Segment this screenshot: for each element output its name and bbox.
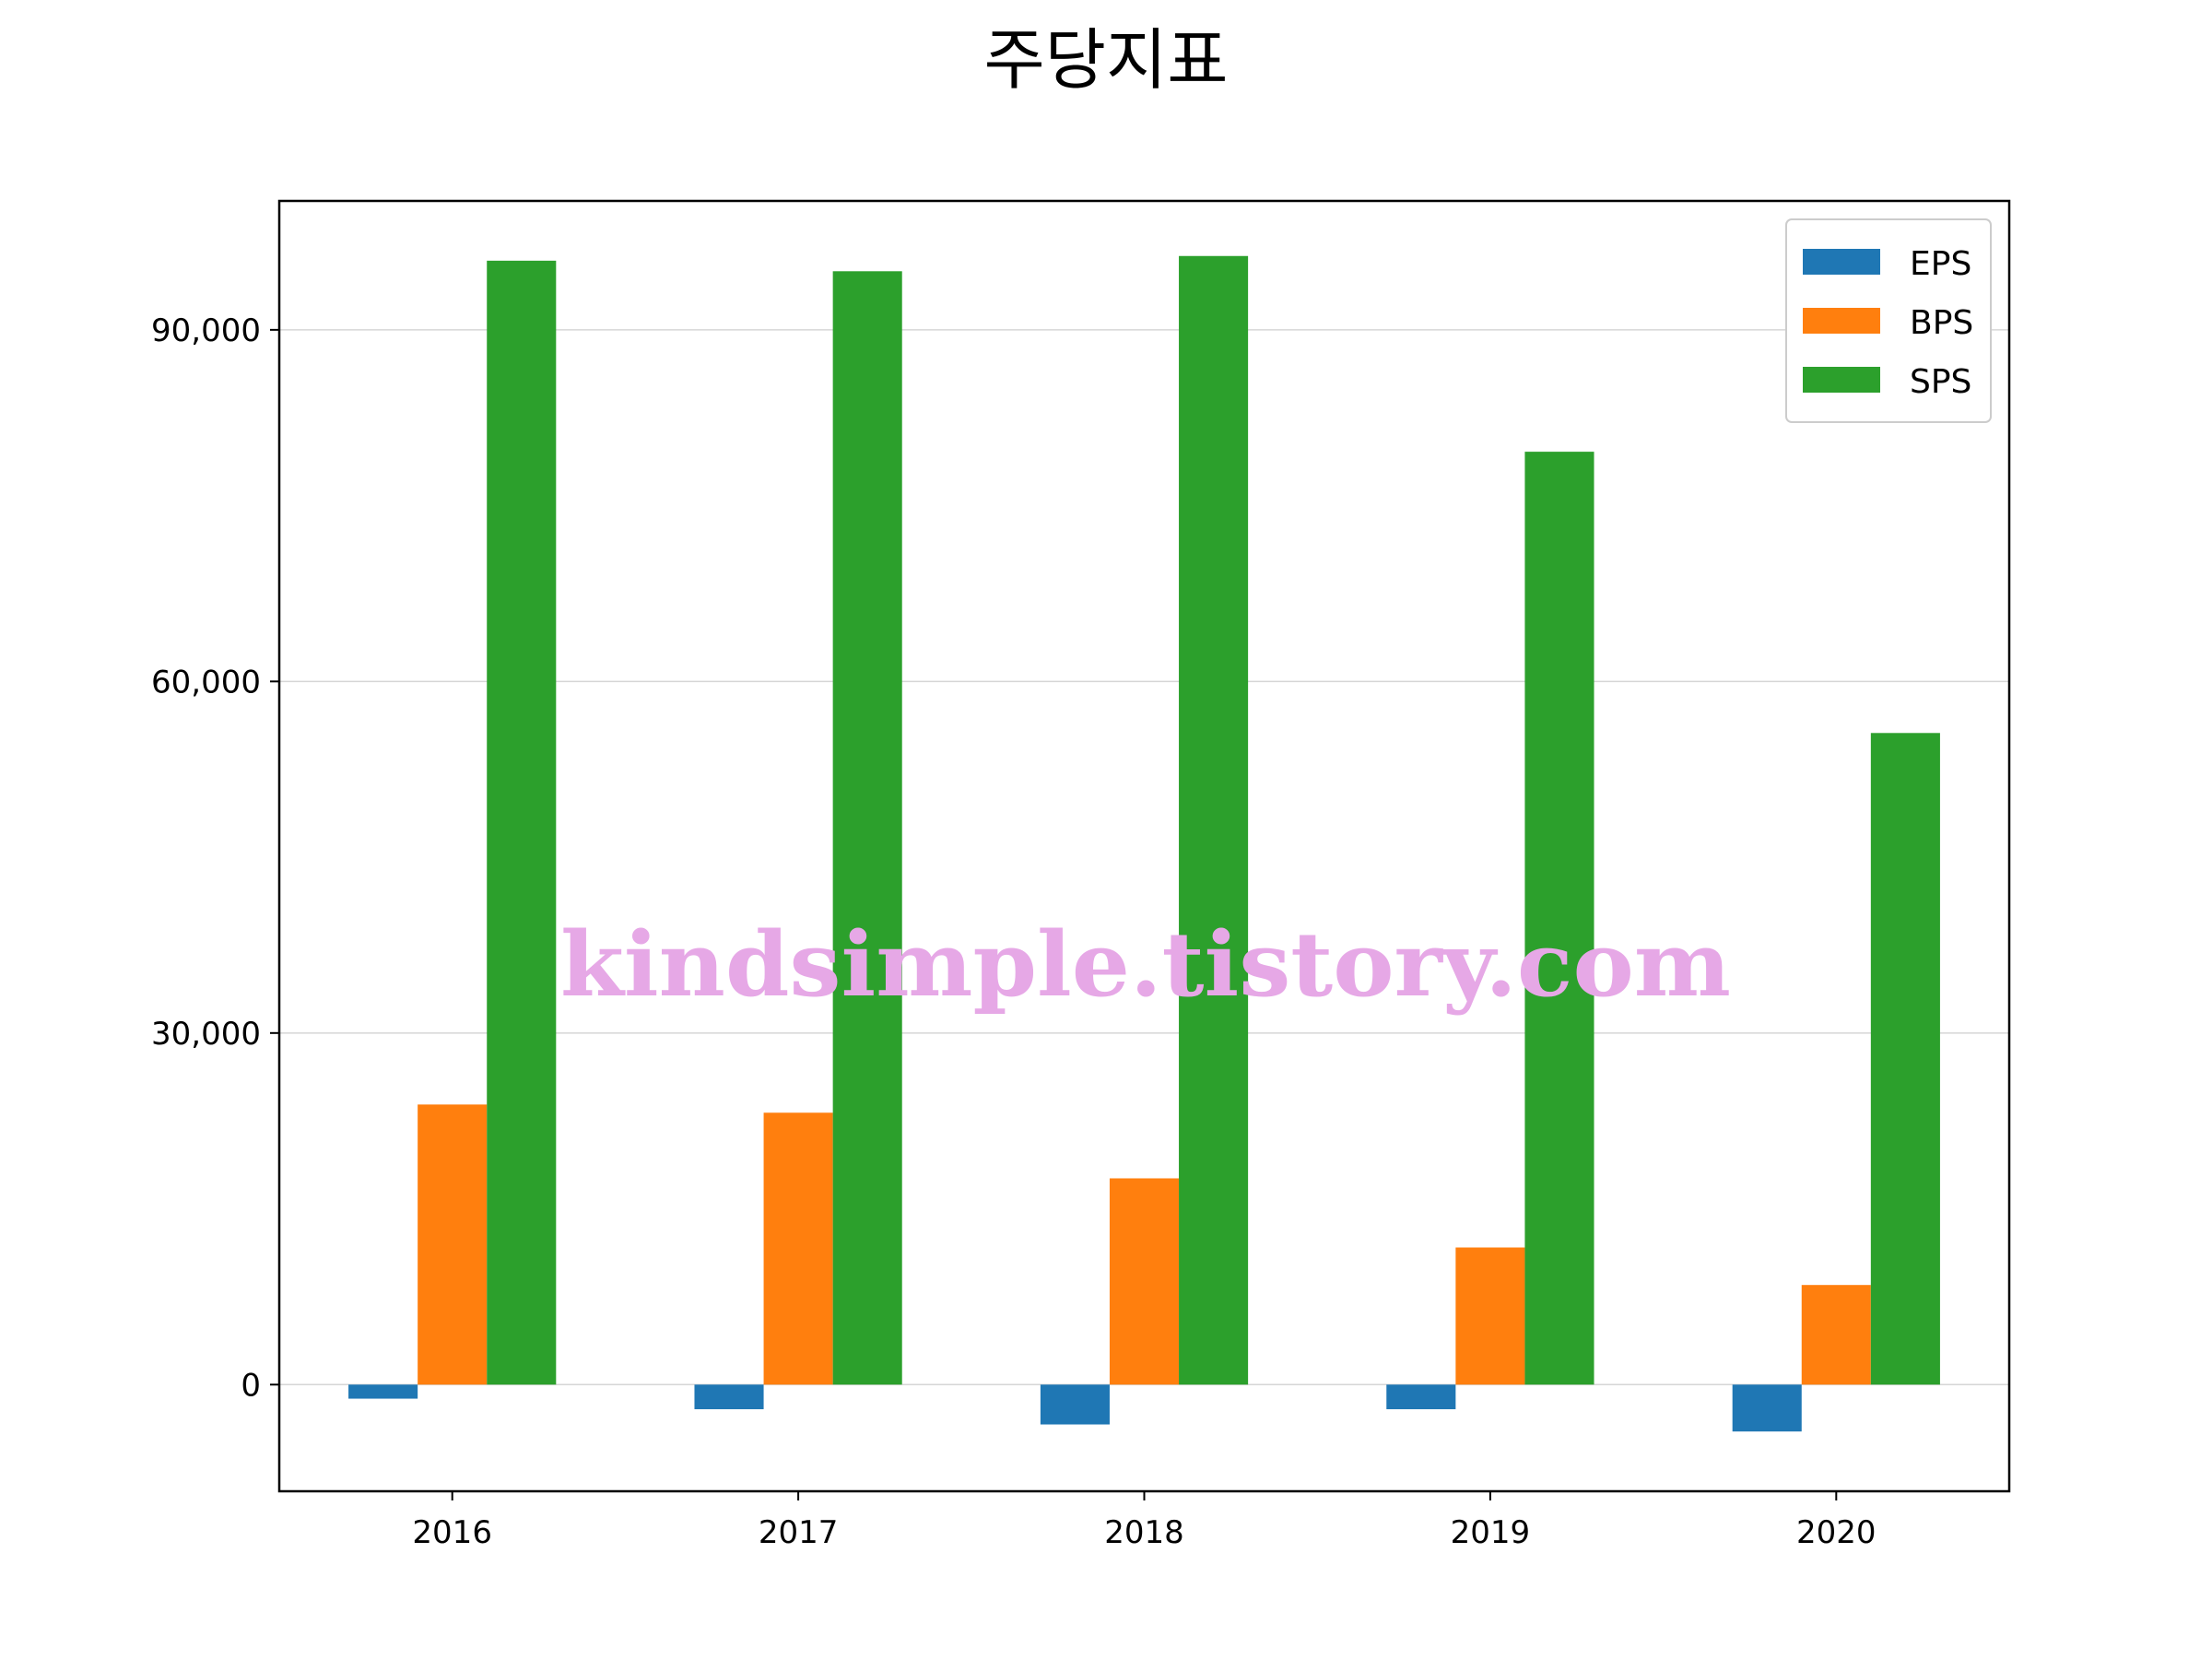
y-axis: 0 30,000 60,000 90,000: [151, 312, 279, 1404]
bar-sps: [832, 271, 902, 1385]
watermark: kindsimple.tistory.com: [560, 912, 1731, 1017]
bar-sps: [1870, 733, 1940, 1385]
y-tick-label: 60,000: [151, 664, 261, 700]
x-tick-label: 2019: [1451, 1514, 1531, 1551]
bar-sps: [1179, 255, 1249, 1385]
legend-label: EPS: [1910, 245, 1971, 283]
bar-eps: [1040, 1384, 1110, 1425]
bars: [348, 255, 1940, 1432]
bar-eps: [1732, 1384, 1802, 1432]
bar-bps: [418, 1104, 488, 1385]
bar-sps: [1524, 452, 1594, 1385]
grid-lines: [279, 329, 2009, 1386]
x-tick-label: 2018: [1104, 1514, 1184, 1551]
y-tick-label: 0: [241, 1367, 261, 1404]
bar-sps: [487, 260, 557, 1385]
y-tick-label: 90,000: [151, 312, 261, 349]
bar-eps: [694, 1384, 764, 1409]
chart-title: 주당지표: [984, 21, 1229, 99]
x-axis: 2016 2017 2018 2019 2020: [412, 1491, 1877, 1551]
bar-eps: [1386, 1384, 1456, 1409]
legend: EPS BPS SPS: [1785, 218, 1992, 423]
legend-label: SPS: [1910, 363, 1971, 401]
bar-eps: [348, 1384, 418, 1399]
legend-swatch: [1803, 249, 1880, 275]
x-tick-label: 2016: [412, 1514, 492, 1551]
x-tick-label: 2020: [1796, 1514, 1877, 1551]
bar-bps: [1455, 1247, 1525, 1385]
y-tick-label: 30,000: [151, 1016, 261, 1053]
legend-swatch: [1803, 308, 1880, 334]
bar-bps: [1109, 1178, 1180, 1385]
bar-bps: [763, 1112, 833, 1385]
legend-swatch: [1803, 367, 1880, 393]
bar-bps: [1801, 1285, 1871, 1385]
legend-label: BPS: [1910, 304, 1973, 342]
x-tick-label: 2017: [759, 1514, 839, 1551]
